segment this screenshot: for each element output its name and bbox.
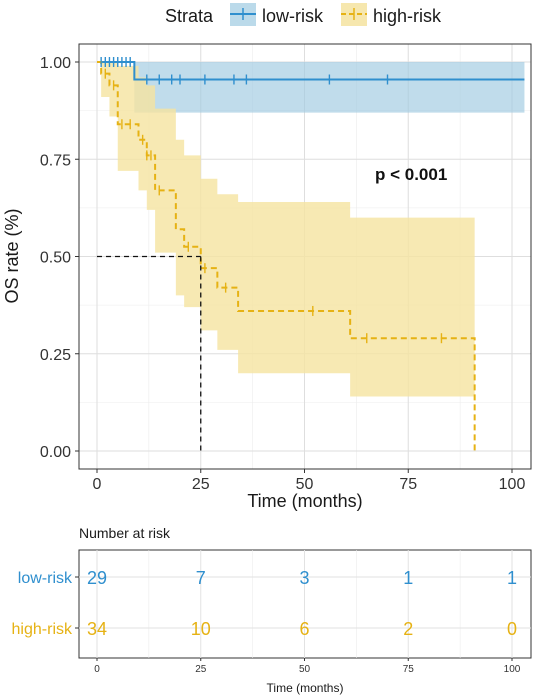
risk-count-high-risk: 34 xyxy=(87,619,107,639)
risk-count-low-risk: 29 xyxy=(87,568,107,588)
risk-x-tick-label: 100 xyxy=(504,664,521,675)
risk-table-grid xyxy=(75,550,531,661)
x-tick-label: 75 xyxy=(399,476,417,493)
risk-row-label-low-risk: low-risk xyxy=(18,570,73,587)
risk-count-low-risk: 1 xyxy=(403,568,413,588)
legend-item-low-risk: low-risk xyxy=(230,3,324,26)
risk-x-tick-label: 25 xyxy=(195,664,207,675)
p-value-annotation: p < 0.001 xyxy=(375,165,447,184)
x-tick-label: 100 xyxy=(499,476,526,493)
risk-row-label-high-risk: high-risk xyxy=(12,621,73,638)
risk-count-high-risk: 2 xyxy=(403,619,413,639)
legend-item-high-risk: high-risk xyxy=(341,3,442,26)
censor-marks xyxy=(100,57,443,344)
y-tick-label: 0.50 xyxy=(40,250,71,267)
y-axis-title: OS rate (%) xyxy=(2,208,22,303)
y-tick-label: 0.75 xyxy=(40,152,71,169)
survival-curve-high-risk xyxy=(97,61,476,451)
risk-x-tick-label: 75 xyxy=(403,664,415,675)
legend: Strata low-risk high-risk xyxy=(165,3,442,26)
risk-count-high-risk: 10 xyxy=(191,619,211,639)
median-lines xyxy=(97,255,202,451)
risk-count-high-risk: 0 xyxy=(507,619,517,639)
x-tick-label: 25 xyxy=(192,476,210,493)
x-tick-label: 50 xyxy=(296,476,314,493)
ci-band-high-risk xyxy=(97,62,475,451)
x-axis-title: Time (months) xyxy=(247,491,362,511)
ci-band-low-risk xyxy=(97,62,525,113)
axes: Time (months) OS rate (%) 0 25 50 75 100 0.00… xyxy=(2,55,525,511)
risk-count-high-risk: 6 xyxy=(299,619,309,639)
y-tick-label: 0.25 xyxy=(40,347,71,364)
risk-count-low-risk: 7 xyxy=(196,568,206,588)
risk-x-tick-label: 50 xyxy=(299,664,311,675)
risk-table-title: Number at risk xyxy=(79,525,171,541)
plot-panel: p < 0.001 xyxy=(78,43,532,470)
legend-title: Strata xyxy=(165,6,214,26)
legend-label-low-risk: low-risk xyxy=(262,6,324,26)
risk-table-body: 0 25 50 75 100 low-risk 29 7 3 1 1 high-risk 34 10 6 2 0 xyxy=(12,568,521,675)
risk-x-tick-label: 0 xyxy=(94,664,100,675)
risk-table-x-title: Time (months) xyxy=(267,681,344,695)
confidence-bands xyxy=(97,62,525,451)
risk-count-low-risk: 3 xyxy=(299,568,309,588)
legend-label-high-risk: high-risk xyxy=(373,6,442,26)
x-tick-label: 0 xyxy=(93,476,102,493)
y-tick-label: 0.00 xyxy=(40,444,71,461)
y-tick-label: 1.00 xyxy=(40,55,71,72)
risk-count-low-risk: 1 xyxy=(507,568,517,588)
